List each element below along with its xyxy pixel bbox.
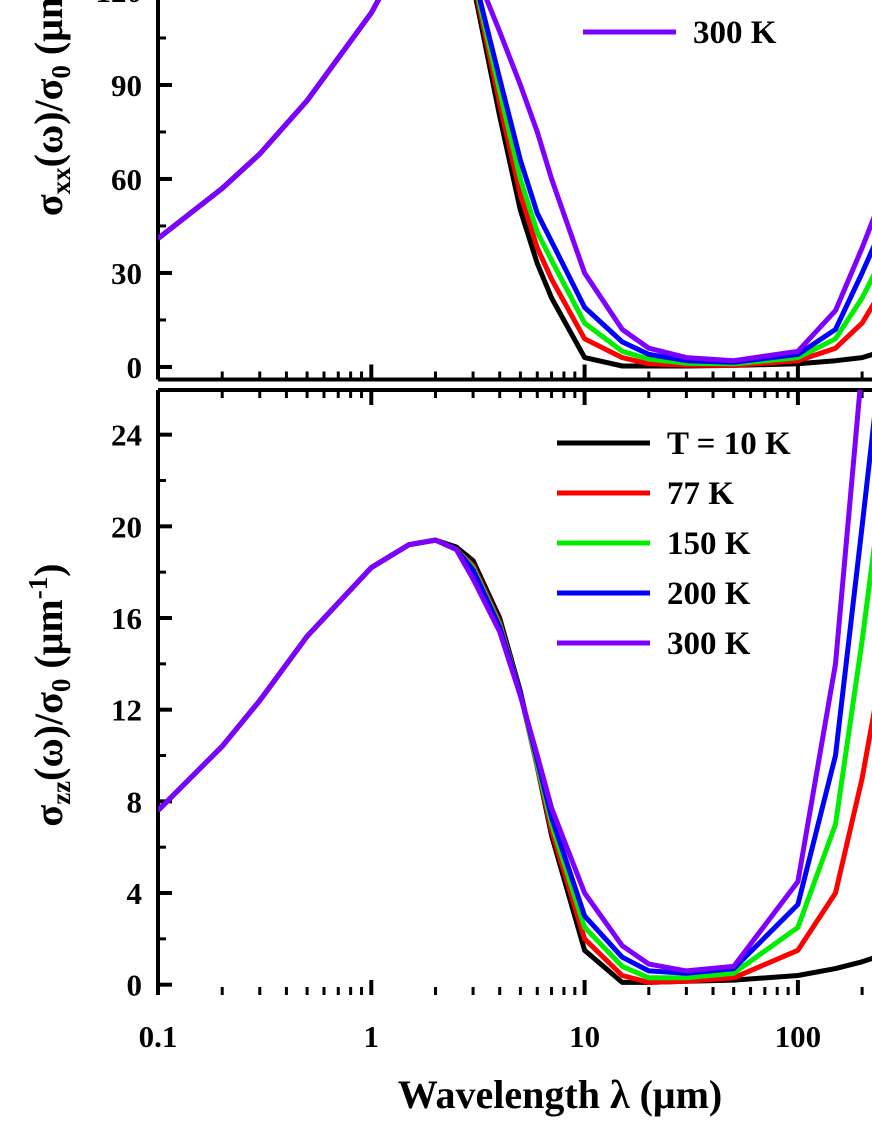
series-line (158, 0, 872, 369)
y-axis-title-part: xx (46, 167, 76, 195)
x-tick-label: 1 (364, 1019, 380, 1054)
legend-label: T = 10 K (667, 426, 791, 462)
x-axis-title: Wavelength λ (μm) (398, 1072, 723, 1117)
series-line (158, 537, 872, 985)
legend-label: 300 K (667, 626, 751, 662)
y-axis-title-part: -1 (23, 577, 53, 600)
y-tick-label: 16 (111, 601, 142, 636)
y-axis-title: σzz(ω)/σ0 (μm-1) (23, 563, 76, 826)
series-line (158, 0, 872, 364)
y-axis-title-part: 0 (46, 679, 76, 693)
legend-label: 150 K (667, 526, 751, 562)
y-tick-label: 4 (127, 876, 143, 911)
y-tick-label: 90 (111, 68, 142, 103)
y-tick-label: 20 (111, 509, 142, 544)
x-tick-label: 10 (569, 1019, 600, 1054)
y-tick-label: 0 (127, 350, 143, 385)
y-tick-label: 8 (127, 784, 143, 819)
legend-label: 200 K (667, 576, 751, 612)
legend-label: 200 K (693, 0, 777, 1)
y-tick-label: 12 (111, 693, 142, 728)
y-axis-title-part: (ω)/σ (26, 692, 71, 781)
x-tick-label: 100 (775, 1019, 822, 1054)
y-axis-title-part: (μm (26, 599, 71, 678)
y-tick-label: 60 (111, 162, 142, 197)
series-line (158, 390, 863, 974)
y-axis-title-part: (ω)/σ (26, 78, 71, 167)
series-line (158, 537, 872, 985)
y-tick-label: 0 (127, 968, 143, 1003)
y-axis-title: σxx(ω)/σ0 (μm-1) (23, 0, 76, 216)
y-axis-title-part: ) (26, 563, 71, 576)
legend-label: 77 K (667, 476, 734, 512)
series-line (158, 537, 872, 981)
y-tick-label: 24 (111, 418, 142, 453)
y-tick-label: 120 (96, 0, 143, 9)
y-axis-title-part: σ (26, 805, 71, 827)
y-axis-title-part: σ (26, 194, 71, 216)
y-tick-label: 30 (111, 256, 142, 291)
y-axis-title-part: (μm (26, 0, 71, 65)
y-axis-title-part: zz (46, 781, 76, 805)
legend-label: 300 K (693, 15, 777, 51)
y-axis-title-part: 0 (46, 65, 76, 79)
x-tick-label: 0.1 (139, 1019, 178, 1054)
